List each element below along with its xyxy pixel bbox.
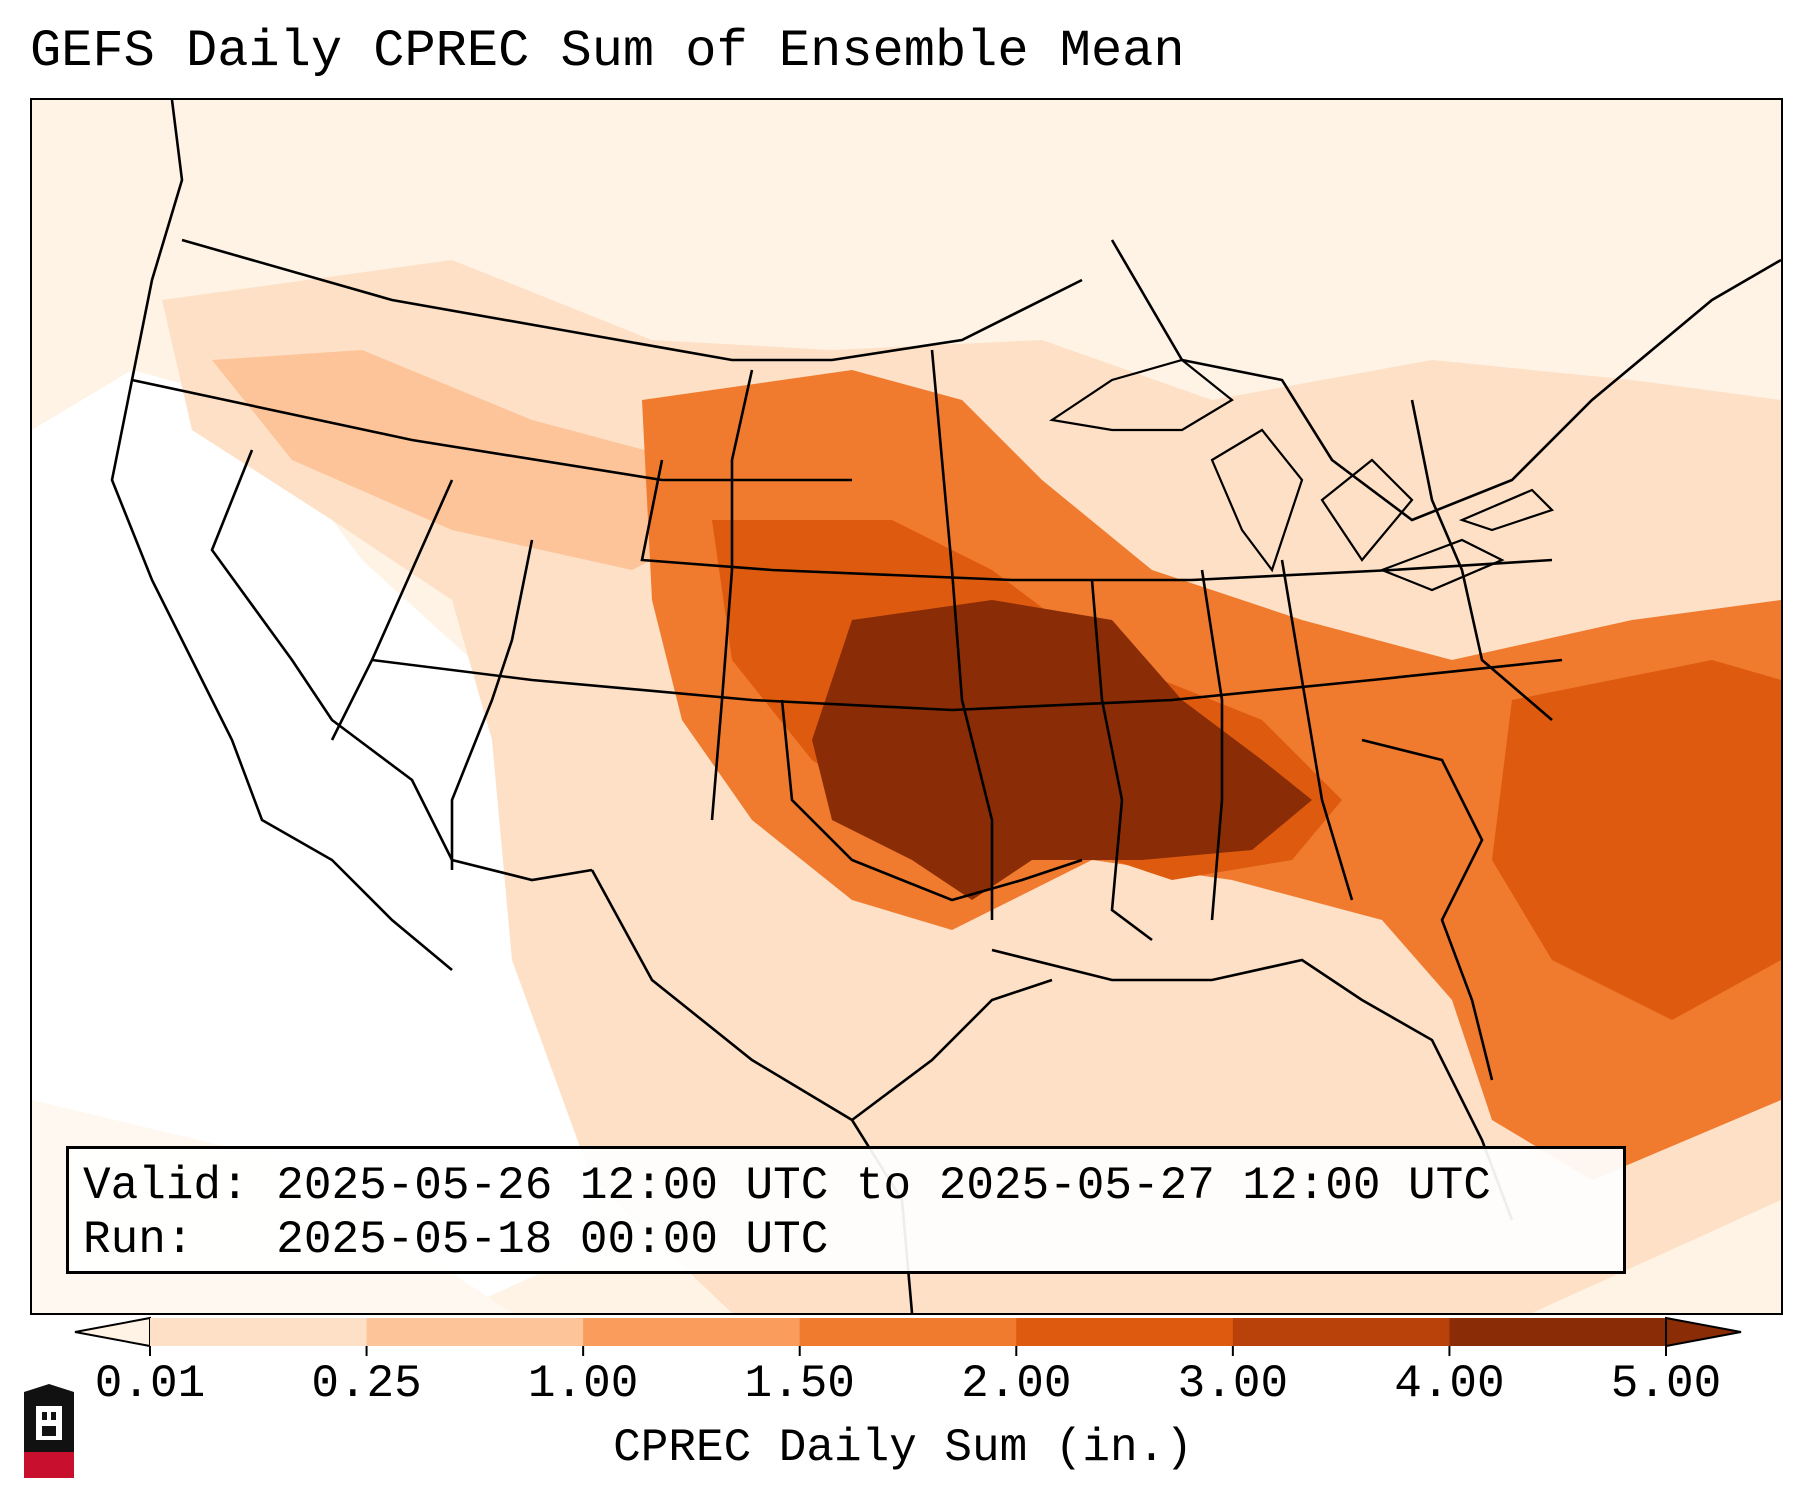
map-title: GEFS Daily CPREC Sum of Ensemble Mean [30, 22, 1185, 81]
colorbar [74, 1316, 1742, 1356]
precipitation-map [30, 98, 1783, 1315]
valid-label: Valid: [83, 1160, 249, 1212]
run-label: Run: [83, 1214, 194, 1266]
colorbar-ticks [149, 1346, 1667, 1356]
colorbar-segment [1449, 1318, 1667, 1346]
map-canvas [32, 100, 1781, 1313]
colorbar-segment [799, 1318, 1017, 1346]
valid-value: 2025-05-26 12:00 UTC to 2025-05-27 12:00… [276, 1160, 1491, 1212]
colorbar-tick-label: 3.00 [1177, 1358, 1289, 1410]
colorbar-tick-label: 4.00 [1394, 1358, 1505, 1410]
colorbar-segment [366, 1318, 584, 1346]
valid-row: Valid: 2025-05-26 12:00 UTC to 2025-05-2… [83, 1159, 1609, 1213]
info-box: Valid: 2025-05-26 12:00 UTC to 2025-05-2… [66, 1146, 1626, 1274]
dry-area-west [32, 370, 632, 1313]
niu-logo [24, 1384, 74, 1478]
extreme-precip-core [812, 600, 1312, 900]
colorbar-tick-label: 0.01 [94, 1358, 206, 1410]
colorbar-tick-label: 5.00 [1610, 1358, 1722, 1410]
logo-band [24, 1452, 74, 1478]
colorbar-tick-label: 1.50 [744, 1358, 855, 1410]
colorbar-label: CPREC Daily Sum (in.) [613, 1422, 1193, 1474]
colorbar-segment [150, 1318, 368, 1346]
colorbar-tick-label: 0.25 [311, 1358, 422, 1410]
great-lakes [1049, 358, 1555, 592]
colorbar-tick-label: 2.00 [961, 1358, 1072, 1410]
colorbar-low-extension [74, 1316, 151, 1348]
run-value: 2025-05-18 00:00 UTC [276, 1214, 829, 1266]
colorbar-segment [583, 1318, 801, 1346]
colorbar-segments [150, 1318, 1667, 1346]
state-boundaries [110, 100, 1781, 1313]
colorbar-segment [1016, 1318, 1234, 1346]
colorbar-tick-label: 1.00 [527, 1358, 639, 1410]
northwest-precip [212, 350, 732, 570]
run-row: Run: 2025-05-18 00:00 UTC [83, 1213, 1609, 1267]
colorbar-segment [1232, 1318, 1450, 1346]
colorbar-high-extension [1665, 1316, 1742, 1348]
atlantic-heavy-precip [1492, 660, 1781, 1020]
